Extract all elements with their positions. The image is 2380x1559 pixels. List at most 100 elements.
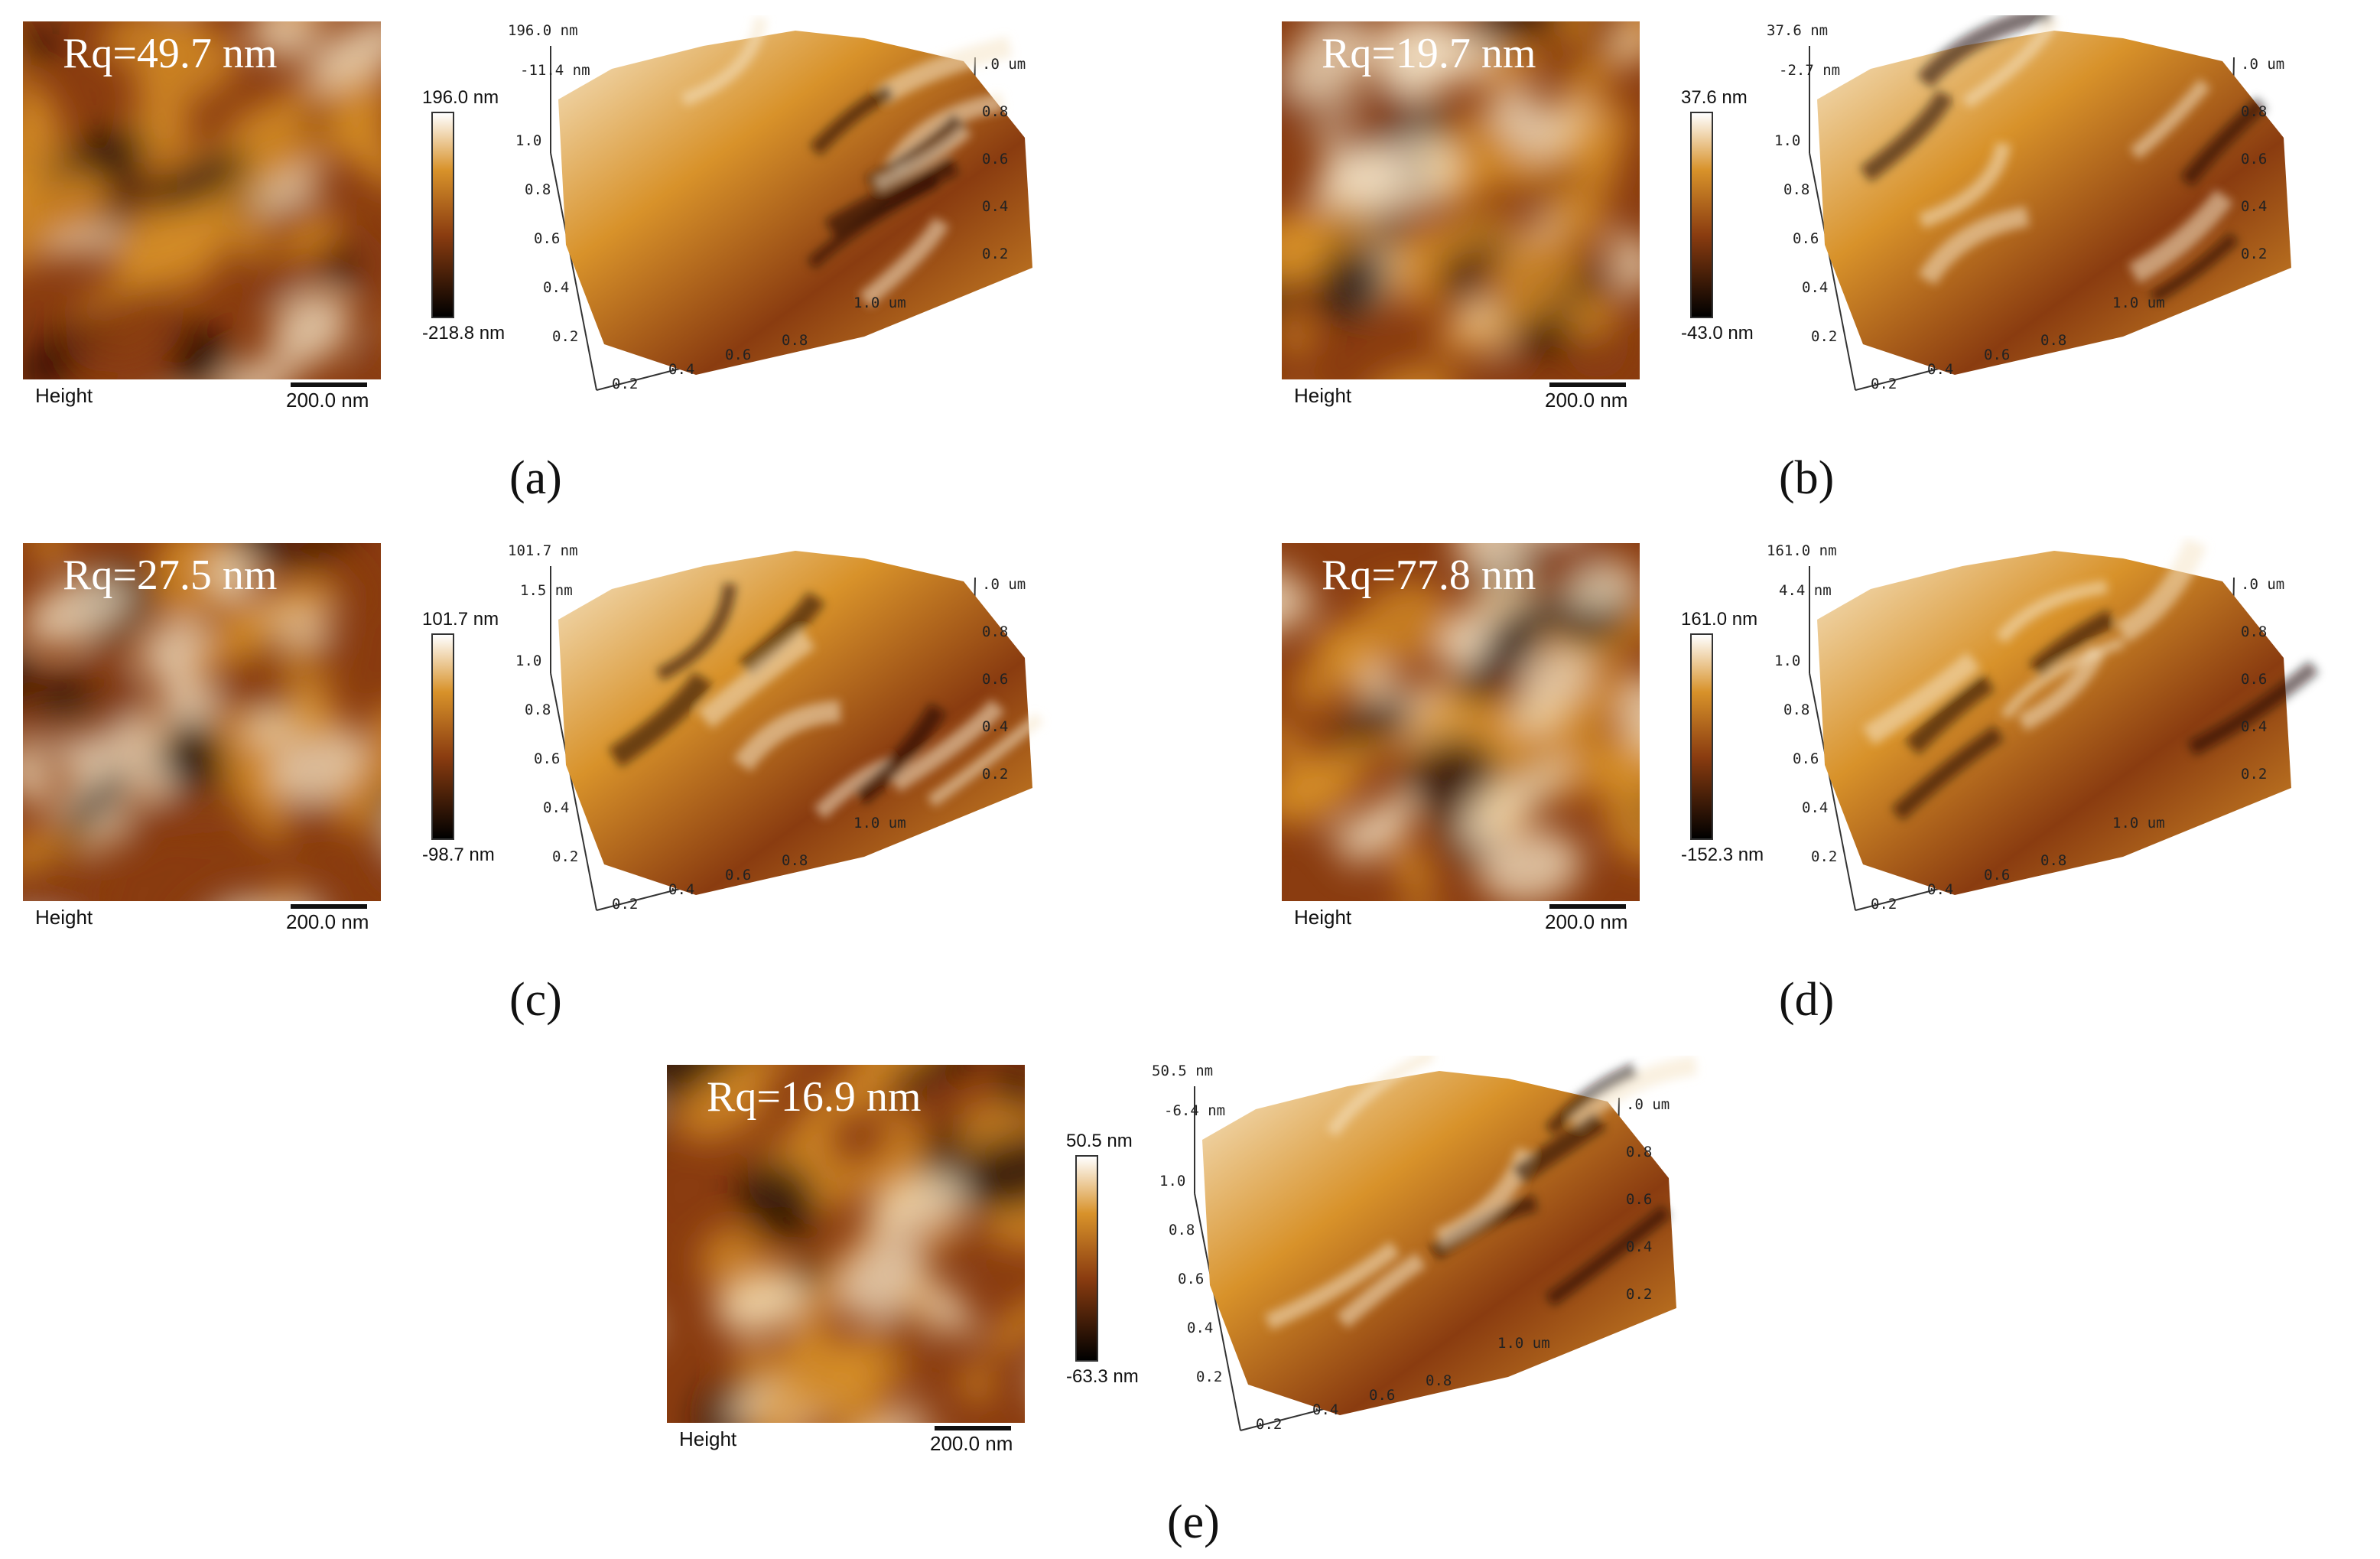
y-tick-label: 0.8 [525,181,551,198]
x-tick-label: 0.2 [1871,376,1897,392]
scale-bar-label: 200.0 nm [286,389,369,412]
y-tick-label: 0.8 [525,701,551,718]
color-scale-min: -63.3 nm [1066,1366,1139,1387]
side-tick-label: 0.6 [2241,671,2267,688]
side-tick-label: 0.4 [982,198,1008,215]
color-scale-bar [1690,112,1713,318]
surface-mesh [1817,538,2320,895]
color-scale-max: 101.7 nm [422,609,499,630]
z-mid-label: 4.4 nm [1779,582,1832,599]
scale-bar [291,904,367,909]
height-label: Height [1294,384,1352,407]
scale-bar-label: 200.0 nm [930,1432,1013,1455]
panel-label: (b) [1779,452,1835,504]
height-map [23,21,381,379]
y-tick-label: 0.2 [1811,848,1837,865]
z-max-label: 196.0 nm [508,22,578,39]
y-tick-label: 1.0 [1159,1173,1185,1190]
side-tick-label: 0.4 [2241,198,2267,215]
side-tick-label: 0.2 [2241,246,2267,262]
z-max-label: 161.0 nm [1767,542,1837,559]
height-map [1282,543,1640,901]
x-tick-label: 1.0 um [853,295,906,311]
surface-3d-view: 50.5 nm -6.4 nm 1.0 0.8 0.6 0.4 0.2 0.2 0.4 0.6 0.… [1149,1048,1730,1457]
x-tick-label: 0.2 [612,376,638,392]
color-scale-min: -218.8 nm [422,323,506,343]
rq-value: Rq=19.7 nm [1322,30,1536,77]
surface-3d: 37.6 nm -2.7 nm 1.0 0.8 0.6 0.4 0.2 0.2 0.4 0.6 0.… [1767,2,2291,392]
height-map [23,543,381,901]
height-map [1282,21,1640,379]
y-tick-label: 0.2 [1811,328,1837,345]
side-tick-label: .0 um [982,576,1026,593]
surface-mesh [558,16,1032,375]
y-tick-label: 1.0 [515,653,541,669]
side-tick-label: 0.6 [982,151,1008,168]
panel-label: (d) [1779,974,1835,1026]
surface-3d-view: 196.0 nm -11.4 nm 1.0 0.8 0.6 0.4 0.2 0.2 0.4 0.6… [505,15,1086,417]
x-tick-label: 0.4 [1927,881,1953,898]
side-tick-label: .0 um [2241,576,2284,593]
color-scale-bar [1075,1155,1098,1362]
z-mid-label: -6.4 nm [1164,1102,1225,1119]
surface-mesh [1817,2,2291,375]
side-tick-label: 0.6 [1626,1191,1652,1208]
scale-bar [935,1426,1011,1430]
scale-bar-label: 200.0 nm [286,910,369,933]
x-tick-label: 0.4 [1927,361,1953,378]
x-tick-label: 0.6 [1984,347,2010,363]
z-max-label: 50.5 nm [1152,1063,1213,1079]
scale-bar [1549,382,1626,387]
x-tick-label: 0.8 [2040,332,2066,349]
y-tick-label: 0.4 [1802,799,1828,816]
scale-bar-label: 200.0 nm [1545,910,1628,933]
color-scale-min: -98.7 nm [422,845,495,865]
x-tick-label: 0.8 [1426,1372,1452,1389]
side-tick-label: 0.6 [982,671,1008,688]
x-tick-label: 1.0 um [853,815,906,832]
y-tick-label: 0.2 [552,328,578,345]
height-label: Height [679,1427,737,1450]
height-label: Height [35,384,93,407]
side-tick-label: .0 um [1626,1096,1670,1113]
scale-bar-label: 200.0 nm [1545,389,1628,412]
y-tick-label: 0.8 [1169,1222,1195,1238]
height-image-2d: Rq=19.7 nm [1282,21,1640,379]
x-tick-label: 0.6 [725,867,751,884]
x-tick-label: 0.2 [1256,1416,1282,1433]
surface-3d: 50.5 nm -6.4 nm 1.0 0.8 0.6 0.4 0.2 0.2 0.4 0.6 0.… [1152,1048,1698,1433]
height-image-2d: Rq=16.9 nm [667,1065,1025,1423]
surface-mesh [1202,1048,1698,1415]
color-scale-max: 161.0 nm [1681,609,1758,630]
side-tick-label: 0.8 [982,623,1008,640]
side-tick-label: .0 um [982,56,1026,73]
x-tick-label: 0.2 [1871,896,1897,913]
y-tick-label: 0.8 [1783,181,1809,198]
surface-3d: 196.0 nm -11.4 nm 1.0 0.8 0.6 0.4 0.2 0.2 0.4 0.6… [508,16,1032,392]
surface-3d-view: 161.0 nm 4.4 nm 1.0 0.8 0.6 0.4 0.2 0.2 0.4 0.6 0.… [1764,535,2345,937]
color-scale-bar [431,633,454,840]
x-tick-label: 0.6 [1984,867,2010,884]
y-tick-label: 0.2 [1196,1369,1222,1385]
height-image-2d: Rq=27.5 nm [23,543,381,901]
scale-bar [1549,904,1626,909]
rq-value: Rq=77.8 nm [1322,552,1536,599]
y-tick-label: 1.0 [1774,132,1800,149]
surface-3d: 101.7 nm 1.5 nm 1.0 0.8 0.6 0.4 0.2 0.2 0.4 0.6 0.… [508,542,1044,913]
surface-3d-view: 101.7 nm 1.5 nm 1.0 0.8 0.6 0.4 0.2 0.2 0.4 0.6 0.… [505,535,1086,937]
height-map [667,1065,1025,1423]
height-label: Height [35,906,93,929]
z-mid-label: 1.5 nm [520,582,573,599]
side-tick-label: 0.4 [1626,1238,1652,1255]
x-tick-label: 0.8 [782,332,808,349]
y-tick-label: 0.4 [543,799,569,816]
side-tick-label: 0.2 [982,246,1008,262]
side-tick-label: 0.2 [1626,1286,1652,1303]
x-tick-label: 0.8 [782,852,808,869]
z-mid-label: -11.4 nm [520,62,590,79]
side-tick-label: 0.2 [2241,766,2267,783]
surface-3d: 161.0 nm 4.4 nm 1.0 0.8 0.6 0.4 0.2 0.2 0.4 0.6 0.… [1767,538,2320,913]
side-tick-label: 0.8 [2241,103,2267,120]
panel-label: (a) [509,452,562,504]
